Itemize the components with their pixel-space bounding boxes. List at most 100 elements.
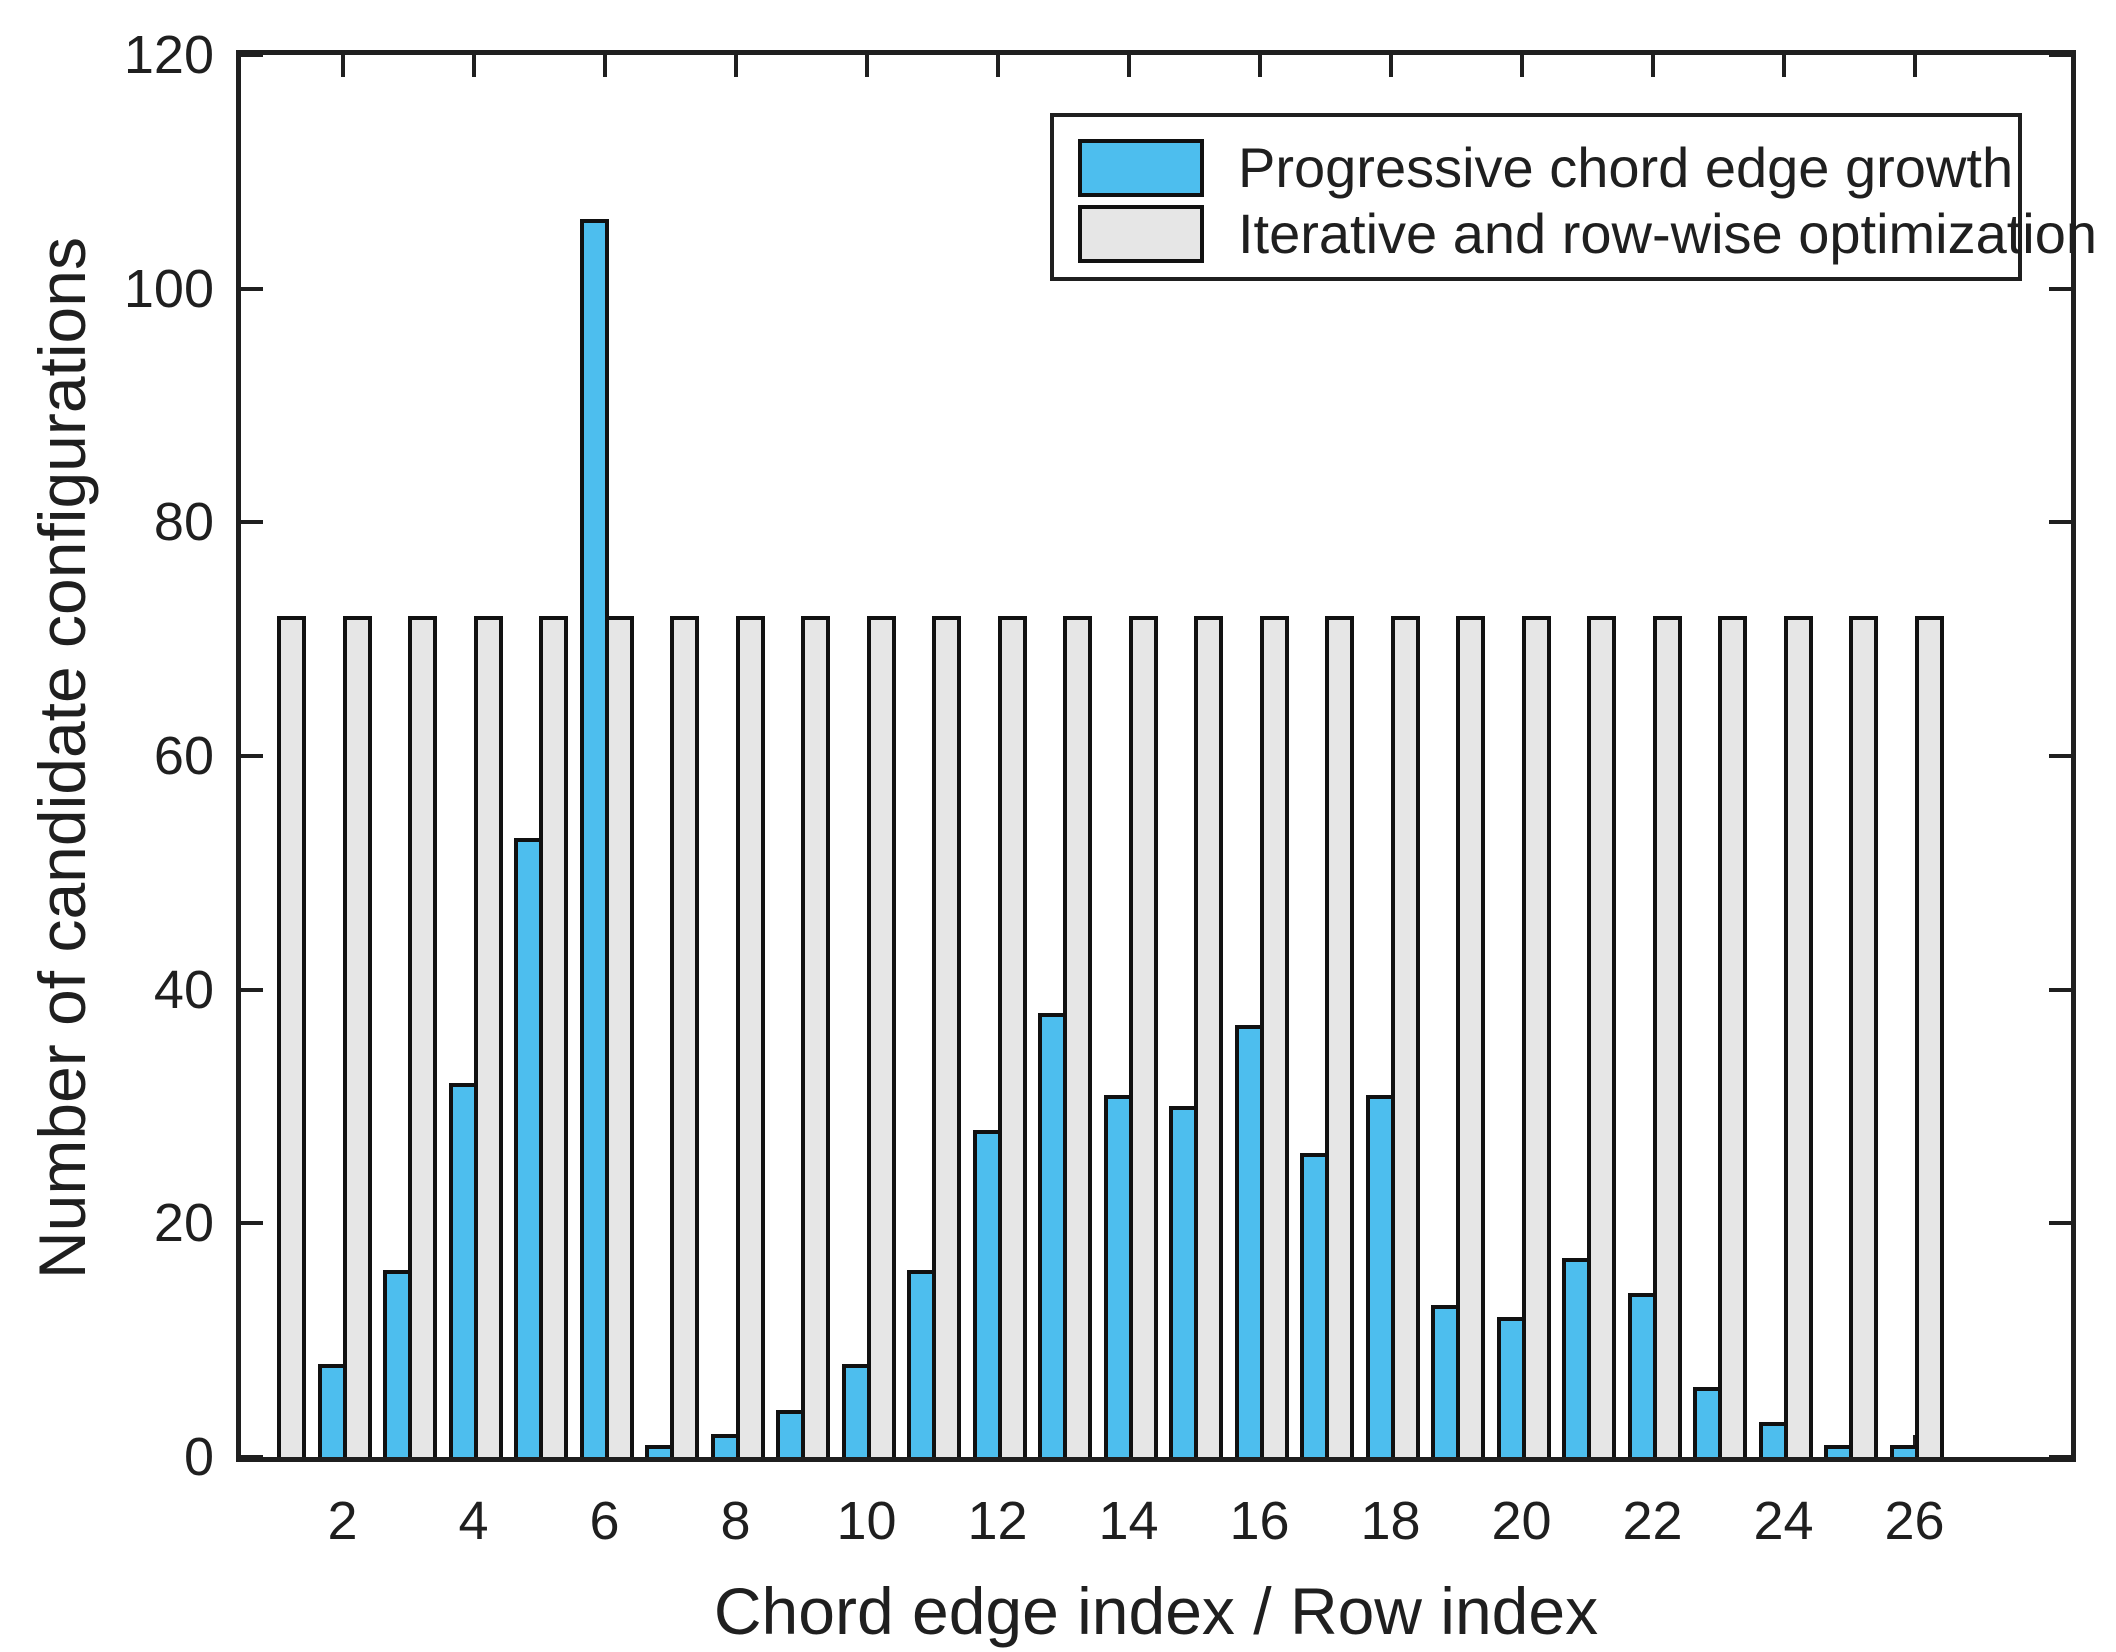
bar-iterative-13 [1063, 616, 1092, 1461]
bar-progressive-12 [972, 1130, 1002, 1461]
bar-progressive-9 [776, 1410, 805, 1461]
y-tick-label-100: 100 [123, 258, 214, 319]
bar-iterative-21 [1587, 616, 1616, 1461]
x-tick-label-26: 26 [1884, 1491, 1945, 1551]
x-tick-top-8 [733, 55, 738, 77]
x-tick-top-14 [1126, 55, 1131, 77]
bar-iterative-23 [1718, 616, 1747, 1461]
x-tick-top-16 [1257, 55, 1262, 77]
y-axis-label: Number of candidate configurations [25, 237, 99, 1279]
y-tick-left-120 [241, 53, 263, 57]
legend: Progressive chord edge growth Iterative … [1050, 113, 2098, 281]
x-tick-top-20 [1519, 55, 1524, 77]
legend-label-progressive: Progressive chord edge growth [1238, 136, 2014, 199]
x-tick-label-2: 2 [327, 1491, 358, 1551]
legend-label-iterative: Iterative and row-wise optimization [1238, 202, 2098, 265]
x-tick-label-22: 22 [1622, 1491, 1683, 1551]
y-tick-left-80 [241, 520, 263, 525]
x-tick-top-18 [1388, 55, 1393, 77]
bar-iterative-4 [473, 616, 503, 1461]
x-tick-label-8: 8 [720, 1491, 751, 1551]
y-tick-right-40 [2049, 987, 2071, 992]
x-tick-top-10 [864, 55, 869, 77]
x-tick-top-22 [1650, 55, 1655, 77]
bar-progressive-11 [907, 1270, 936, 1461]
x-tick-label-24: 24 [1753, 1491, 1814, 1551]
y-tick-left-0 [241, 1455, 263, 1459]
bar-iterative-1 [277, 616, 306, 1461]
x-tick-top-6 [602, 55, 607, 77]
bar-progressive-8 [710, 1434, 740, 1461]
y-tick-right-100 [2049, 286, 2071, 291]
bar-progressive-15 [1169, 1106, 1198, 1461]
bar-progressive-4 [448, 1083, 478, 1461]
bar-iterative-20 [1521, 616, 1551, 1461]
y-tick-label-20: 20 [153, 1193, 214, 1254]
bar-iterative-18 [1390, 616, 1420, 1461]
bar-progressive-7 [645, 1445, 674, 1461]
bar-progressive-25 [1824, 1445, 1853, 1461]
bar-progressive-23 [1693, 1387, 1722, 1461]
y-tick-label-40: 40 [153, 959, 214, 1020]
y-tick-right-120 [2049, 53, 2071, 57]
bar-progressive-3 [383, 1270, 412, 1461]
x-tick-label-18: 18 [1360, 1491, 1421, 1551]
bar-iterative-2 [342, 616, 372, 1461]
x-tick-top-2 [340, 55, 345, 77]
bar-iterative-17 [1325, 616, 1354, 1461]
y-tick-left-100 [241, 286, 263, 291]
y-tick-right-80 [2049, 520, 2071, 525]
x-axis-label: Chord edge index / Row index [713, 1574, 1599, 1648]
x-tick-label-6: 6 [589, 1491, 620, 1551]
x-tick-label-16: 16 [1229, 1491, 1290, 1551]
bar-progressive-13 [1038, 1013, 1067, 1461]
x-tick-label-20: 20 [1491, 1491, 1552, 1551]
bar-iterative-25 [1849, 616, 1878, 1461]
y-tick-right-0 [2049, 1455, 2071, 1459]
bar-iterative-10 [866, 616, 896, 1461]
bar-progressive-17 [1300, 1153, 1329, 1461]
bar-progressive-24 [1758, 1422, 1788, 1461]
bar-iterative-5 [539, 616, 568, 1461]
x-tick-label-14: 14 [1098, 1491, 1159, 1551]
bar-iterative-6 [604, 616, 634, 1461]
bar-iterative-19 [1456, 616, 1485, 1461]
bar-iterative-12 [997, 616, 1027, 1461]
y-tick-right-20 [2049, 1221, 2071, 1226]
bar-iterative-8 [735, 616, 765, 1461]
bar-iterative-26 [1914, 616, 1944, 1461]
bar-progressive-18 [1365, 1095, 1395, 1461]
y-tick-label-0: 0 [183, 1427, 214, 1487]
bar-iterative-24 [1783, 616, 1813, 1461]
bar-progressive-16 [1234, 1025, 1264, 1461]
bar-iterative-9 [801, 616, 830, 1461]
x-tick-label-12: 12 [967, 1491, 1028, 1551]
y-tick-label-80: 80 [153, 492, 214, 553]
bar-iterative-22 [1652, 616, 1682, 1461]
legend-swatch-progressive [1078, 139, 1204, 197]
y-tick-left-20 [241, 1221, 263, 1226]
x-tick-label-4: 4 [458, 1491, 489, 1551]
bar-iterative-15 [1194, 616, 1223, 1461]
bar-progressive-5 [514, 838, 543, 1461]
legend-swatch-iterative [1078, 205, 1204, 263]
y-tick-left-40 [241, 987, 263, 992]
bar-iterative-11 [932, 616, 961, 1461]
bar-progressive-14 [1103, 1095, 1133, 1461]
x-tick-top-26 [1912, 55, 1917, 77]
x-tick-label-10: 10 [836, 1491, 897, 1551]
x-tick-top-24 [1781, 55, 1786, 77]
bar-progressive-21 [1562, 1258, 1591, 1461]
bar-iterative-7 [670, 616, 699, 1461]
y-tick-label-60: 60 [153, 726, 214, 786]
bar-iterative-14 [1128, 616, 1158, 1461]
bar-iterative-16 [1259, 616, 1289, 1461]
y-tick-left-60 [241, 754, 263, 758]
bar-progressive-2 [317, 1364, 347, 1461]
bar-iterative-3 [408, 616, 437, 1461]
x-tick-top-4 [471, 55, 476, 77]
y-tick-right-60 [2049, 754, 2071, 758]
bar-progressive-22 [1627, 1293, 1657, 1461]
bar-progressive-26 [1889, 1445, 1919, 1461]
